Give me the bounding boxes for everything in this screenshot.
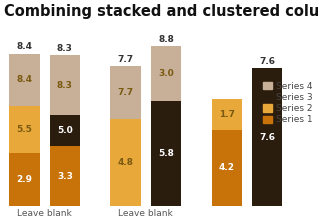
Text: 1.7: 1.7 xyxy=(219,110,235,119)
Text: 3.3: 3.3 xyxy=(57,172,73,181)
Bar xyxy=(212,130,242,206)
Text: 7.6: 7.6 xyxy=(259,57,275,66)
Text: 8.3: 8.3 xyxy=(57,81,73,90)
Text: 8.4: 8.4 xyxy=(16,75,32,84)
Text: 8.8: 8.8 xyxy=(158,35,174,44)
Text: 7.6: 7.6 xyxy=(259,133,275,142)
Bar xyxy=(9,106,40,153)
Text: 4.8: 4.8 xyxy=(117,158,133,167)
Bar xyxy=(110,66,141,119)
Text: 5.0: 5.0 xyxy=(57,126,73,135)
Bar xyxy=(50,146,80,206)
Bar xyxy=(50,55,80,115)
Text: 8.4: 8.4 xyxy=(16,42,32,51)
Bar xyxy=(151,101,181,206)
Text: 8.3: 8.3 xyxy=(57,44,73,53)
Text: 4.2: 4.2 xyxy=(219,163,235,172)
Text: 5.8: 5.8 xyxy=(158,149,174,158)
Bar xyxy=(50,115,80,146)
Text: 2.9: 2.9 xyxy=(16,175,32,184)
Bar xyxy=(252,68,283,206)
Bar xyxy=(9,54,40,106)
Text: Combining stacked and clustered column charts: Combining stacked and clustered column c… xyxy=(4,4,320,19)
Legend: Series 4, Series 3, Series 2, Series 1: Series 4, Series 3, Series 2, Series 1 xyxy=(261,80,315,126)
Text: 7.7: 7.7 xyxy=(117,55,134,64)
Text: 5.5: 5.5 xyxy=(16,125,32,134)
Bar xyxy=(151,46,181,101)
Bar xyxy=(212,99,242,130)
Text: 3.0: 3.0 xyxy=(158,69,174,78)
Bar xyxy=(110,119,141,206)
Bar xyxy=(9,153,40,206)
Text: 7.7: 7.7 xyxy=(117,88,134,97)
